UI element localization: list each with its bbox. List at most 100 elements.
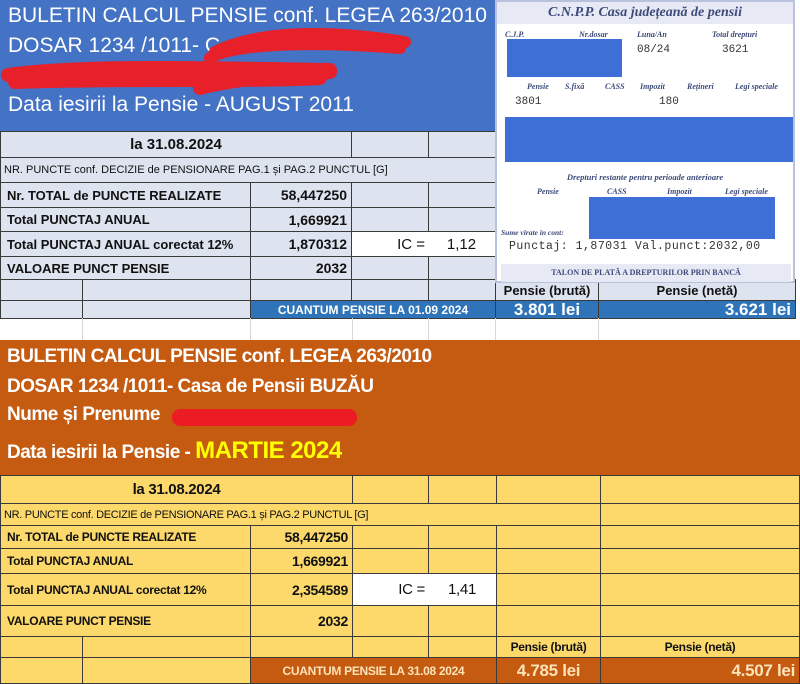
bottom-value-total-points: 58,447250 <box>250 525 353 549</box>
top-label-total-points: Nr. TOTAL de PUNCTE REALIZATE <box>0 182 251 208</box>
receipt-sume: Sume virate in cont: <box>501 228 564 237</box>
bottom-gross-value: 4.785 lei <box>496 657 601 684</box>
payment-receipt: C.N.P.P. Casa județeană de pensii C.J.P.… <box>495 0 795 283</box>
receipt-pensie: 3801 <box>515 96 542 108</box>
cell <box>352 525 429 549</box>
top-total-label: CUANTUM PENSIE LA 01.09 2024 <box>250 300 496 319</box>
bottom-total-label: CUANTUM PENSIE LA 31.08 2024 <box>250 657 497 684</box>
receipt-h-retineri: Rețineri <box>687 82 714 91</box>
grid-line <box>250 318 251 340</box>
cell <box>82 636 251 658</box>
receipt-h-pensie: Pensie <box>527 82 549 91</box>
receipt-h-cass: CASS <box>605 82 625 91</box>
top-label-point-value: VALOARE PUNCT PENSIE <box>0 256 251 280</box>
cell <box>351 182 429 208</box>
cell <box>428 207 496 232</box>
bottom-ic-label: IC = <box>352 573 429 606</box>
top-ic-value: 1,12 <box>428 231 496 257</box>
top-retire-date: Data iesirii la Pensie - AUGUST 2011 <box>8 93 354 116</box>
cell <box>600 525 800 549</box>
top-label-annual: Total PUNCTAJ ANUAL <box>0 207 251 232</box>
cell <box>428 548 497 574</box>
top-value-point-value: 2032 <box>250 256 352 280</box>
cell <box>496 605 601 637</box>
top-net-value: 3.621 lei <box>598 300 796 319</box>
grid-line <box>495 318 496 340</box>
redaction-box <box>589 197 775 239</box>
top-value-corrected: 1,870312 <box>250 231 352 257</box>
receipt-h-cjp: C.J.P. <box>505 30 525 39</box>
receipt-luna-an: 08/24 <box>637 44 671 56</box>
receipt-total-drepturi: 3621 <box>722 44 749 56</box>
receipt-h-legi: Legi speciale <box>735 82 778 91</box>
cell <box>496 573 601 606</box>
bottom-label-point-value: VALOARE PUNCT PENSIE <box>0 605 251 637</box>
bottom-value-annual: 1,669921 <box>250 548 353 574</box>
cell <box>352 605 429 637</box>
receipt-restante: Drepturi restante pentru perioade anteri… <box>566 172 724 182</box>
cell <box>82 300 251 319</box>
top-dosar: DOSAR 1234 /1011- C <box>8 34 221 57</box>
bottom-title: BULETIN CALCUL PENSIE conf. LEGEA 263/20… <box>7 346 432 367</box>
bottom-gross-header: Pensie (brută) <box>496 636 601 658</box>
cell <box>600 573 800 606</box>
cell <box>496 525 601 549</box>
top-date-row: la 31.08.2024 <box>0 131 352 158</box>
cell <box>250 279 352 301</box>
top-value-total-points: 58,447250 <box>250 182 352 208</box>
grid-line <box>598 318 599 340</box>
top-title: BULETIN CALCUL PENSIE conf. LEGEA 263/20… <box>8 4 487 27</box>
bottom-value-point-value: 2032 <box>250 605 353 637</box>
bottom-ic-value: 1,41 <box>428 573 497 606</box>
bottom-net-header: Pensie (netă) <box>600 636 800 658</box>
bottom-net-value: 4.507 lei <box>600 657 800 684</box>
cell <box>0 657 83 684</box>
cell <box>0 279 83 301</box>
cell <box>352 548 429 574</box>
redaction-scribble <box>1 28 411 95</box>
cell <box>600 605 800 637</box>
bottom-label-annual: Total PUNCTAJ ANUAL <box>0 548 251 574</box>
receipt-h3-legi: Legi speciale <box>725 187 768 196</box>
receipt-h-sfixa: S.fixă <box>565 82 585 91</box>
cell <box>600 548 800 574</box>
top-gross-value: 3.801 lei <box>495 300 599 319</box>
cell <box>428 475 497 504</box>
retire-date-highlight: MARTIE 2024 <box>195 437 342 464</box>
bottom-label-total-points: Nr. TOTAL de PUNCTE REALIZATE <box>0 525 251 549</box>
cell <box>250 636 353 658</box>
cell <box>428 525 497 549</box>
cell <box>352 475 429 504</box>
top-label-corrected: Total PUNCTAJ ANUAL corectat 12% <box>0 231 251 257</box>
cell <box>428 279 496 301</box>
cell <box>82 657 251 684</box>
receipt-punctaj: Punctaj: 1,87031 Val.punct:2032,00 <box>509 240 761 253</box>
bottom-dosar: DOSAR 1234 /1011- Casa de Pensii BUZĂU <box>7 376 374 397</box>
cell <box>428 131 496 158</box>
receipt-h3-cass: CASS <box>607 187 627 196</box>
cell <box>82 279 251 301</box>
grid-line <box>428 318 429 340</box>
bottom-value-corrected: 2,354589 <box>250 573 353 606</box>
redaction-box <box>505 117 793 162</box>
grid-line <box>352 318 353 340</box>
bottom-name-label: Nume și Prenume <box>7 404 161 425</box>
receipt-h-dosar: Nr.dosar <box>579 30 608 39</box>
bottom-label-corrected: Total PUNCTAJ ANUAL corectat 12% <box>0 573 251 606</box>
receipt-footer: TALON DE PLATĂ A DREPTURILOR PRIN BANCĂ <box>501 264 791 282</box>
bottom-header: BULETIN CALCUL PENSIE conf. LEGEA 263/20… <box>0 340 800 475</box>
receipt-h-luna: Luna/An <box>637 30 667 39</box>
retire-date-prefix: Data iesirii la Pensie - <box>7 442 196 463</box>
bottom-date-row: la 31.08.2024 <box>0 475 353 504</box>
grid-line <box>82 318 83 340</box>
redaction-scribble <box>172 409 357 426</box>
cell <box>428 605 497 637</box>
cell <box>428 256 496 280</box>
top-value-annual: 1,669921 <box>250 207 352 232</box>
redaction-box <box>507 39 622 77</box>
receipt-title: C.N.P.P. Casa județeană de pensii <box>497 2 793 24</box>
cell <box>428 636 497 658</box>
receipt-h3-impozit: Impozit <box>667 187 692 196</box>
top-ic-label: IC = <box>351 231 429 257</box>
bottom-retire-date: Data iesirii la Pensie - MARTIE 2024 <box>7 437 342 465</box>
